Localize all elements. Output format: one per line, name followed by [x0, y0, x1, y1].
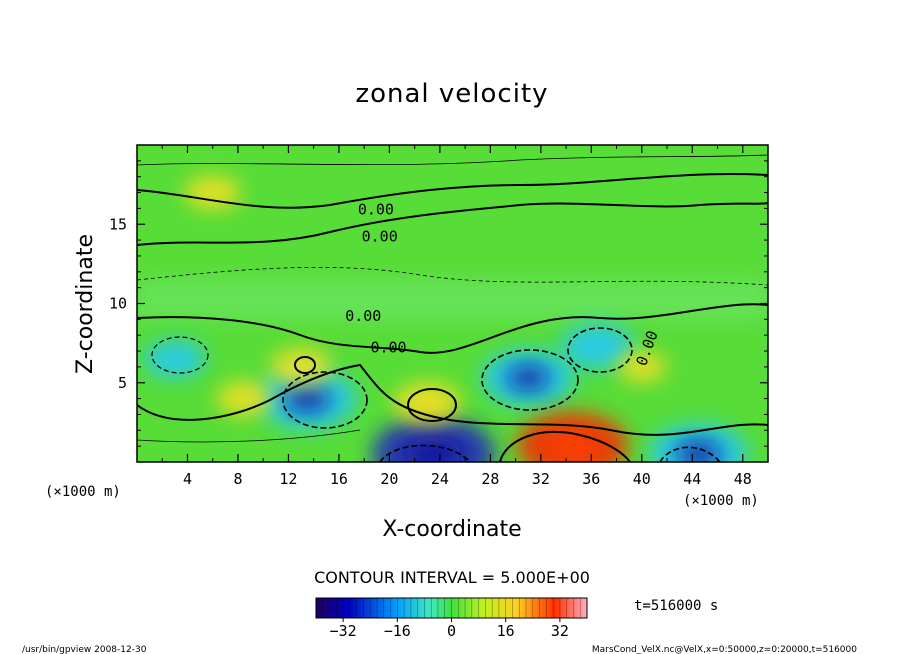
contour-label: 0.00 — [358, 201, 394, 219]
colorbar-tick-label: 16 — [497, 622, 515, 640]
x-tick-label: 16 — [330, 470, 348, 488]
contour-label: 0.00 — [370, 339, 406, 357]
velocity-maximum — [185, 175, 241, 210]
y-axis-label: Z-coordinate — [73, 234, 98, 374]
weak-negative-band — [137, 279, 768, 320]
velocity-minimum-core — [284, 385, 331, 412]
colorbar-tick-label: 32 — [551, 622, 569, 640]
velocity-maximum-core — [546, 431, 599, 462]
velocity-maximum — [216, 381, 272, 416]
x-tick-label: 32 — [532, 470, 550, 488]
velocity-minimum-core — [405, 437, 463, 462]
contour-label: 0.00 — [362, 228, 398, 246]
x-tick-label: 20 — [380, 470, 398, 488]
velocity-minimum-core — [506, 365, 550, 391]
x-tick-label: 8 — [233, 470, 242, 488]
y-tick-label: 15 — [109, 215, 127, 233]
x-tick-label: 36 — [582, 470, 600, 488]
y-tick-label: 10 — [109, 295, 127, 313]
x-tick-label: 48 — [734, 470, 752, 488]
colorbar-tick-label: 0 — [447, 622, 456, 640]
x-unit-label: (×1000 m) — [683, 493, 759, 509]
velocity-minimum-core — [675, 440, 722, 462]
velocity-maximum — [270, 348, 332, 386]
velocity-minimum — [144, 340, 206, 378]
x-tick-label: 4 — [183, 470, 192, 488]
velocity-minimum — [560, 323, 635, 370]
colorbar: −32 −16 0 16 32 — [315, 597, 588, 640]
colorbar-tick-label: −16 — [384, 622, 411, 640]
x-tick-label: 12 — [279, 470, 297, 488]
x-tick-label: 44 — [683, 470, 701, 488]
contour-label: 0.00 — [345, 307, 381, 325]
contour-interval-label: CONTOUR INTERVAL = 5.000E+00 — [314, 568, 590, 587]
footer-left: /usr/bin/gpview 2008-12-30 — [22, 645, 147, 654]
colorbar-tick-label: −32 — [330, 622, 357, 640]
y-tick-label: 5 — [118, 374, 127, 392]
time-label: t=516000 s — [634, 598, 718, 614]
chart-title: zonal velocity — [355, 79, 548, 109]
plot-area: 0.000.000.000.00 0.00 4 8 12 16 20 24 28 32 36 40 4… — [109, 144, 769, 488]
velocity-maximum — [393, 382, 462, 425]
x-tick-label: 40 — [633, 470, 651, 488]
x-axis-label: X-coordinate — [382, 517, 521, 542]
contour-lines — [137, 154, 768, 462]
x-tick-label: 28 — [481, 470, 499, 488]
x-tick-label: 24 — [431, 470, 449, 488]
y-unit-label: (×1000 m) — [45, 484, 121, 500]
footer-right: MarsCond_VelX.nc@VelX,x=0:50000,z=0:2000… — [592, 645, 857, 654]
